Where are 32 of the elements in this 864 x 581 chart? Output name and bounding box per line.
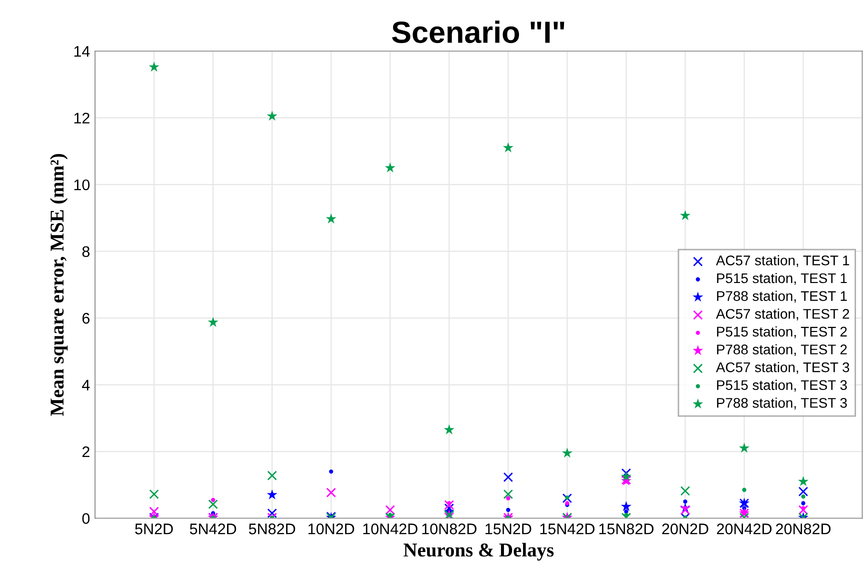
y-tick-label: 14 bbox=[74, 46, 90, 57]
x-axis-title: Neurons & Delays bbox=[404, 542, 554, 561]
x-tick-label: 15N82D bbox=[599, 524, 654, 534]
x-tick-label: 20N82D bbox=[776, 524, 831, 534]
y-axis-title: Mean square error, MSE (mm²) bbox=[50, 154, 68, 416]
legend-label: AC57 station, TEST 3 bbox=[716, 362, 850, 374]
x-tick-label: 5N82D bbox=[248, 524, 296, 534]
x-tick-label: 5N42D bbox=[190, 524, 236, 534]
legend-label: P515 station, TEST 1 bbox=[717, 272, 847, 285]
chart-title: Scenario "I" bbox=[392, 20, 564, 44]
y-tick-label: 4 bbox=[82, 380, 90, 390]
legend-label: P788 station, TEST 2 bbox=[717, 344, 847, 356]
x-tick-label: 5N2D bbox=[135, 524, 173, 534]
x-tick-label: 10N42D bbox=[363, 524, 418, 534]
x-tick-label: 10N82D bbox=[422, 524, 476, 534]
legend-label: P515 station, TEST 2 bbox=[717, 326, 847, 338]
y-tick-label: 0 bbox=[82, 513, 90, 524]
y-tick-label: 8 bbox=[82, 246, 90, 258]
x-tick-label: 15N42D bbox=[540, 524, 594, 534]
y-tick-label: 2 bbox=[82, 446, 90, 458]
x-tick-label: 10N2D bbox=[308, 524, 354, 534]
y-tick-label: 10 bbox=[74, 179, 90, 190]
legend-label: AC57 station, TEST 2 bbox=[716, 308, 850, 320]
legend-label: P788 station, TEST 1 bbox=[717, 290, 847, 303]
x-tick-label: 20N42D bbox=[716, 524, 772, 534]
legend-label: P515 station, TEST 3 bbox=[717, 380, 847, 392]
y-tick-label: 12 bbox=[74, 112, 90, 124]
legend-label: P788 station, TEST 3 bbox=[717, 398, 847, 410]
x-tick-label: 15N2D bbox=[486, 524, 532, 534]
x-tick-label: 20N2D bbox=[662, 524, 708, 534]
y-tick-label: 6 bbox=[82, 312, 90, 324]
legend-label: AC57 station, TEST 1 bbox=[716, 255, 850, 267]
